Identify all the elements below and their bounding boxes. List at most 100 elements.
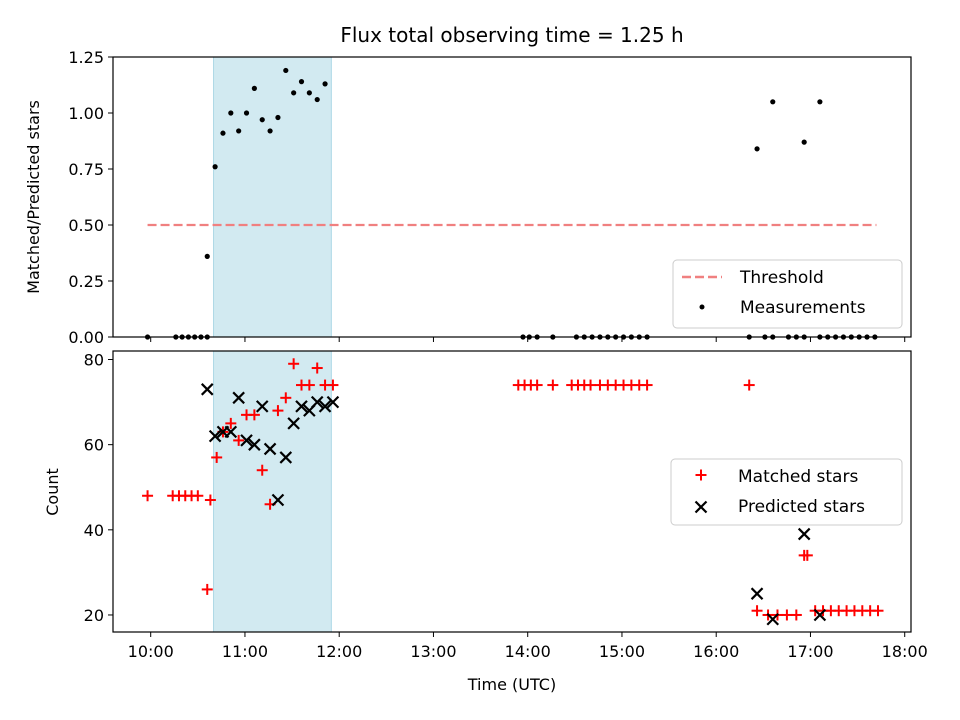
predicted-star-point bbox=[813, 608, 827, 622]
predicted-star-point bbox=[271, 493, 285, 507]
count-x-tick-label: 11:00 bbox=[222, 642, 268, 661]
measurement-point bbox=[306, 90, 312, 96]
count-y-tick-label: 20 bbox=[84, 606, 104, 625]
measurement-point bbox=[220, 130, 226, 136]
count-x-axis-label: Time (UTC) bbox=[467, 675, 556, 694]
measurement-point bbox=[291, 90, 297, 96]
matched-star-point bbox=[781, 609, 793, 621]
predicted-star-point bbox=[750, 587, 764, 600]
matched-star-point bbox=[801, 549, 813, 561]
measurement-point bbox=[228, 110, 234, 116]
measurement-point bbox=[298, 79, 305, 85]
matched-star-point bbox=[201, 583, 213, 595]
ratio-y-tick-label: 1.00 bbox=[68, 104, 104, 123]
predicted-star-point bbox=[295, 400, 308, 413]
count-y-tick-label: 80 bbox=[84, 351, 104, 370]
measurement-point bbox=[283, 67, 289, 74]
matched-star-point bbox=[280, 392, 292, 404]
matched-star-point bbox=[872, 605, 884, 617]
matched-legend-swatch bbox=[695, 469, 707, 481]
count-y-tick-label: 40 bbox=[84, 521, 104, 540]
matched-star-point bbox=[233, 434, 245, 446]
predicted-legend-swatch bbox=[694, 500, 708, 514]
ratio-y-tick-label: 0.00 bbox=[68, 328, 104, 347]
ratio-y-axis-label: Matched/Predicted stars bbox=[24, 100, 43, 294]
measurement-point bbox=[204, 253, 210, 259]
count-legend-box bbox=[670, 458, 903, 526]
count-x-tick-label: 18:00 bbox=[882, 642, 928, 661]
predicted-star-point bbox=[248, 438, 261, 451]
matched-stars-points bbox=[142, 358, 884, 621]
count-x-tick-label: 14:00 bbox=[505, 642, 551, 661]
matched-star-point bbox=[204, 494, 216, 506]
measurement-legend-label: Measurements bbox=[740, 298, 866, 318]
ratio-y-tick-label: 1.25 bbox=[68, 48, 104, 67]
predicted-star-point bbox=[797, 527, 811, 541]
matched-star-point bbox=[327, 379, 339, 391]
ratio-y-tick-label: 0.75 bbox=[68, 160, 104, 179]
matched-star-point bbox=[225, 417, 237, 429]
measurement-point bbox=[267, 128, 273, 134]
matched-star-point bbox=[288, 358, 300, 370]
matched-star-point bbox=[790, 609, 802, 621]
predicted-star-point bbox=[766, 612, 780, 626]
matched-star-point bbox=[272, 405, 284, 417]
matched-star-point bbox=[211, 451, 223, 463]
measurement-point bbox=[236, 128, 242, 134]
predicted-star-point bbox=[318, 400, 332, 413]
predicted-star-point bbox=[287, 417, 300, 430]
predicted-star-point bbox=[240, 434, 253, 447]
ratio-panel: 0.00 0.25 0.50 0.75 1.00 1.25 Matched/Predict… bbox=[24, 48, 912, 347]
predicted-legend-label: Predicted stars bbox=[738, 497, 865, 517]
count-y-tick-label: 60 bbox=[84, 436, 104, 455]
predicted-star-point bbox=[208, 429, 222, 443]
measurement-point bbox=[770, 99, 776, 105]
ratio-legend-box bbox=[672, 259, 903, 329]
measurement-point bbox=[251, 85, 257, 91]
count-shaded-interval bbox=[213, 350, 332, 633]
measurement-point bbox=[322, 81, 328, 87]
count-x-tick-label: 15:00 bbox=[599, 642, 645, 661]
count-y-axis-label: Count bbox=[43, 468, 62, 516]
matched-star-point bbox=[751, 605, 763, 617]
matched-star-point bbox=[248, 409, 260, 421]
count-x-tick-label: 17:00 bbox=[787, 642, 833, 661]
count-x-tick-label: 12:00 bbox=[316, 642, 362, 661]
matched-star-point bbox=[743, 379, 755, 391]
measurement-point bbox=[212, 164, 218, 170]
matched-star-point bbox=[303, 379, 315, 391]
predicted-star-point bbox=[200, 383, 214, 396]
matched-star-point bbox=[256, 464, 268, 476]
matched-star-point bbox=[311, 362, 323, 374]
matched-star-point bbox=[641, 379, 653, 391]
measurement-point bbox=[259, 117, 265, 123]
count-x-ticks: 10:00 11:00 12:00 13:00 14:00 15:00 16:00 17:00… bbox=[128, 632, 928, 661]
ratio-y-ticks: 0.00 0.25 0.50 0.75 1.00 1.25 bbox=[68, 48, 113, 347]
predicted-star-point bbox=[310, 395, 324, 409]
predicted-star-point bbox=[279, 451, 293, 464]
predicted-legend-marker bbox=[694, 500, 708, 514]
predicted-stars-points bbox=[200, 383, 827, 626]
ratio-shaded-interval bbox=[213, 56, 332, 338]
count-legend: Matched stars Predicted stars bbox=[670, 458, 903, 526]
count-x-tick-label: 10:00 bbox=[128, 642, 174, 661]
measurement-point bbox=[243, 110, 250, 116]
count-x-tick-label: 16:00 bbox=[693, 642, 739, 661]
matched-star-point bbox=[585, 379, 597, 391]
measurement-point bbox=[314, 96, 320, 103]
predicted-star-point bbox=[255, 400, 269, 413]
predicted-star-point bbox=[263, 442, 277, 456]
predicted-star-point bbox=[224, 425, 238, 439]
matched-legend-marker bbox=[695, 469, 707, 481]
measurement-legend-swatch bbox=[699, 304, 705, 310]
predicted-star-point bbox=[326, 395, 340, 409]
chart-title: Flux total observing time = 1.25 h bbox=[340, 23, 683, 47]
measurement-point bbox=[754, 146, 760, 152]
matched-star-point bbox=[531, 379, 543, 391]
count-y-ticks: 20 40 60 80 bbox=[84, 351, 113, 625]
ratio-axes-frame bbox=[112, 56, 912, 338]
measurement-point bbox=[275, 114, 281, 121]
threshold-legend-label: Threshold bbox=[739, 268, 824, 288]
